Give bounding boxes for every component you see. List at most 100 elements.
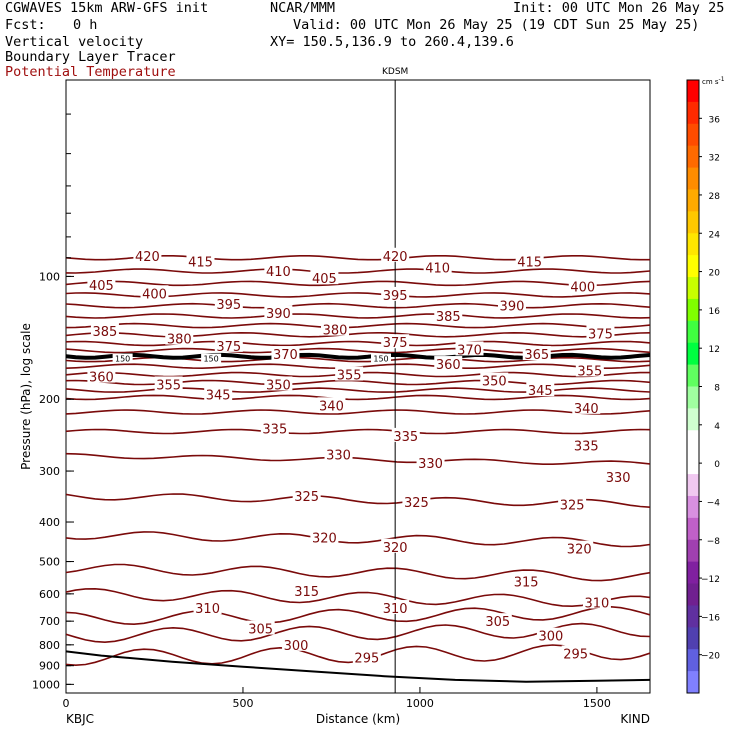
contour-label-bg [324, 446, 353, 461]
contour-label-bg [568, 278, 597, 293]
contour-group [66, 255, 650, 683]
colorbar-swatch [687, 277, 699, 300]
contour-label: 380 [323, 324, 348, 339]
contour-label-bg [381, 247, 410, 262]
isentrope-320 [66, 531, 650, 548]
colorbar-label: −4 [707, 498, 721, 508]
isentrope-310 [66, 587, 650, 608]
isentrope-410 [66, 280, 650, 287]
contour-label: 300 [284, 639, 309, 654]
contour-label: 350 [482, 375, 507, 390]
contour-label-bg [582, 594, 611, 609]
contour-label-bg [214, 296, 243, 311]
colorbar-swatch [687, 167, 699, 190]
colorbar-label: −12 [701, 575, 720, 585]
colorbar-swatch [687, 145, 699, 169]
y-tick-label: 900 [39, 660, 60, 673]
contour-label-bg [264, 376, 293, 391]
contour-label-bg [434, 356, 463, 371]
contour-label-bg [292, 487, 321, 502]
station-mid-label: KDSM [382, 67, 408, 77]
colorbar-label: 12 [709, 345, 720, 355]
contour-label-bg [193, 600, 222, 615]
fcst-value: 0 h [73, 17, 98, 33]
y-tick-label: 500 [39, 556, 60, 569]
contour-label-bg [186, 253, 215, 268]
isentrope-380 [66, 340, 650, 347]
contour-label-bg [381, 600, 410, 615]
isentrope-330 [66, 452, 650, 465]
isentrope-395 [66, 313, 650, 319]
contour-label-bg [483, 613, 512, 628]
contour-label: 325 [294, 490, 319, 505]
contour-label-bg [165, 330, 194, 345]
org-label: NCAR/MMM [270, 0, 336, 16]
contour-label-bg [204, 386, 233, 401]
contour-label-bg [381, 334, 410, 349]
y-tick-label: 700 [39, 615, 60, 628]
contour-label: 395 [216, 298, 241, 313]
contour-label: 340 [574, 402, 599, 417]
contour-label: 340 [319, 399, 344, 414]
contour-label: 315 [294, 585, 319, 600]
contour-label-bg [352, 649, 381, 664]
valid-time: Valid: 00 UTC Mon 26 May 25 (19 CDT Sun … [293, 17, 700, 33]
contour-label-bg [335, 366, 364, 381]
contour-label: 370 [273, 348, 298, 363]
isentrope-390 [66, 322, 650, 329]
station-left-label: KBJC [66, 712, 94, 726]
contour-label: 365 [524, 348, 549, 363]
colorbar-swatch [687, 386, 699, 409]
isentrope-315 [66, 563, 650, 582]
isentrope-385 [66, 331, 650, 338]
colorbar-label: 0 [714, 460, 720, 470]
contour-label-bg [214, 337, 243, 352]
contour-label: 345 [528, 384, 553, 399]
contour-label-bg [416, 455, 445, 470]
contour-label: 355 [156, 378, 181, 393]
contour-label-bg [391, 427, 420, 442]
isentrope-325 [66, 493, 650, 508]
colorbar-label: −16 [701, 613, 720, 623]
contour-label: 315 [514, 576, 539, 591]
contour-label-bg [402, 493, 431, 508]
x-tick-label: 500 [232, 697, 253, 710]
contour-label: 355 [577, 364, 602, 379]
colorbar-label: −20 [701, 652, 720, 662]
isentrope-375 [66, 347, 650, 354]
contour-label: 390 [500, 300, 525, 315]
contour-label-bg [572, 399, 601, 414]
contour-label-bg [282, 636, 311, 651]
contour-label: 310 [584, 596, 609, 611]
contour-label: 385 [436, 310, 461, 325]
colorbar-label: 16 [709, 307, 721, 317]
contour-label: 330 [326, 448, 351, 463]
colorbar-swatch [687, 495, 699, 519]
contour-label: 380 [167, 333, 192, 348]
contour-label-bg [565, 540, 594, 555]
contour-label: 310 [195, 602, 220, 617]
contour-label: 335 [574, 440, 599, 455]
contour-label-bg [572, 437, 601, 452]
contour-label-bg [310, 270, 339, 285]
contour-label: 335 [262, 423, 287, 438]
colorbar-label: −8 [707, 537, 721, 547]
contour-label: 415 [517, 256, 542, 271]
contour-label-bg [154, 376, 183, 391]
colorbar-label: 32 [709, 154, 720, 164]
contour-label: 320 [567, 543, 592, 558]
contour-label: 375 [588, 327, 613, 342]
tracer-label-bg [112, 353, 133, 363]
contour-label: 370 [457, 343, 482, 358]
colorbar-swatch [687, 189, 699, 212]
contour-label-bg [381, 538, 410, 553]
contour-label: 410 [266, 265, 291, 280]
colorbar-swatch [687, 649, 699, 672]
contour-label-bg [292, 582, 321, 597]
init-time: Init: 00 UTC Mon 26 May 25 [513, 0, 725, 16]
isentrope-415 [66, 268, 650, 274]
contour-label-bg [561, 645, 590, 660]
x-tick-label: 1000 [406, 697, 434, 710]
x-tick-label: 1500 [583, 697, 611, 710]
